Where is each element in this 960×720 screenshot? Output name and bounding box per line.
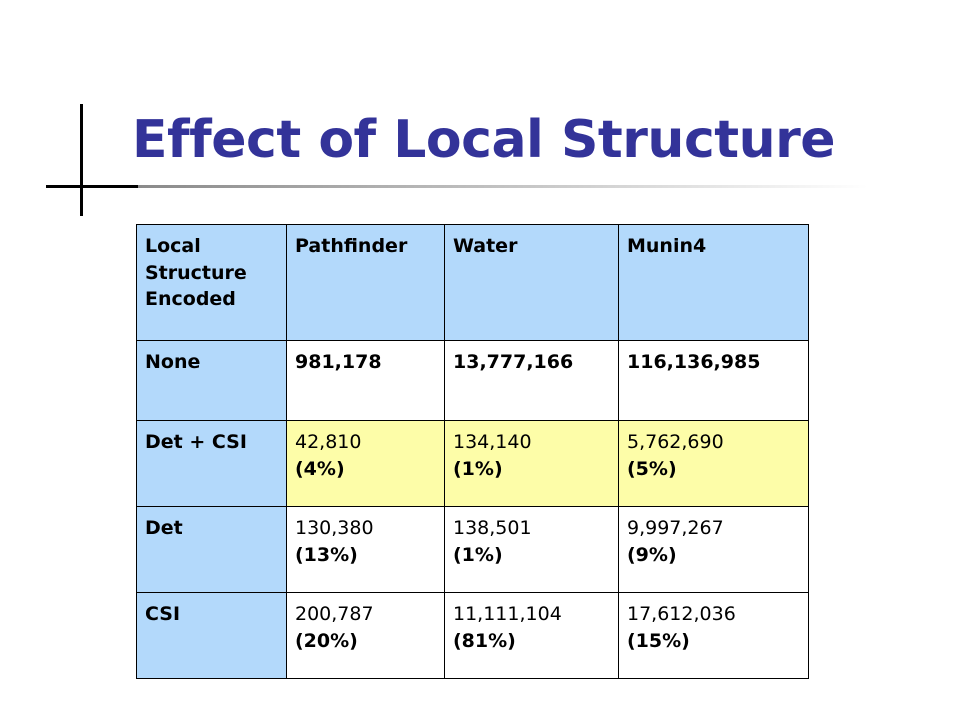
header-water: Water bbox=[444, 224, 619, 341]
cell-value: 42,810 bbox=[295, 431, 362, 453]
cell-value: 11,111,104 bbox=[453, 603, 562, 625]
cell-percent: (4%) bbox=[295, 458, 345, 480]
row-label: Det bbox=[136, 506, 287, 593]
horizontal-accent-line bbox=[46, 185, 138, 188]
cell-percent: (1%) bbox=[453, 544, 503, 566]
row-label: None bbox=[136, 340, 287, 421]
cell-percent: (15%) bbox=[627, 630, 690, 652]
cell-value: 138,501 bbox=[453, 517, 532, 539]
header-pathfinder: Pathfinder bbox=[286, 224, 445, 341]
cell-munin4: 5,762,690 (5%) bbox=[618, 420, 809, 507]
cell-percent: (1%) bbox=[453, 458, 503, 480]
slide-title: Effect of Local Structure bbox=[132, 110, 836, 170]
results-table: Local Structure Encoded Pathfinder Water… bbox=[136, 224, 809, 679]
cell-munin4: 9,997,267 (9%) bbox=[618, 506, 809, 593]
cell-pathfinder: 200,787 (20%) bbox=[286, 592, 445, 679]
cell-water: 134,140 (1%) bbox=[444, 420, 619, 507]
cell-percent: (20%) bbox=[295, 630, 358, 652]
cell-value: 5,762,690 bbox=[627, 431, 724, 453]
cell-munin4: 17,612,036 (15%) bbox=[618, 592, 809, 679]
cell-percent: (13%) bbox=[295, 544, 358, 566]
cell-value: 200,787 bbox=[295, 603, 374, 625]
header-line-1: Local bbox=[145, 235, 201, 257]
table-row-det-csi: Det + CSI 42,810 (4%) 134,140 (1%) 5,762… bbox=[136, 420, 809, 507]
cell-water: 138,501 (1%) bbox=[444, 506, 619, 593]
cell-water: 13,777,166 bbox=[444, 340, 619, 421]
cell-water: 11,111,104 (81%) bbox=[444, 592, 619, 679]
cell-munin4: 116,136,985 bbox=[618, 340, 809, 421]
title-underline bbox=[138, 185, 868, 188]
table-row-det: Det 130,380 (13%) 138,501 (1%) 9,997,267… bbox=[136, 506, 809, 593]
table-row-none: None 981,178 13,777,166 116,136,985 bbox=[136, 340, 809, 421]
cell-value: 17,612,036 bbox=[627, 603, 736, 625]
cell-pathfinder: 42,810 (4%) bbox=[286, 420, 445, 507]
header-local-structure: Local Structure Encoded bbox=[136, 224, 287, 341]
header-row: Local Structure Encoded Pathfinder Water… bbox=[136, 224, 809, 341]
cell-pathfinder: 130,380 (13%) bbox=[286, 506, 445, 593]
header-line-2: Structure Encoded bbox=[145, 262, 247, 310]
cell-value: 9,997,267 bbox=[627, 517, 724, 539]
row-label: Det + CSI bbox=[136, 420, 287, 507]
row-label: CSI bbox=[136, 592, 287, 679]
cell-value: 134,140 bbox=[453, 431, 532, 453]
table-row-csi: CSI 200,787 (20%) 11,111,104 (81%) 17,61… bbox=[136, 592, 809, 679]
cell-percent: (9%) bbox=[627, 544, 677, 566]
cell-value: 130,380 bbox=[295, 517, 374, 539]
cell-percent: (81%) bbox=[453, 630, 516, 652]
vertical-accent-line bbox=[80, 104, 83, 216]
cell-percent: (5%) bbox=[627, 458, 677, 480]
header-munin4: Munin4 bbox=[618, 224, 809, 341]
cell-pathfinder: 981,178 bbox=[286, 340, 445, 421]
